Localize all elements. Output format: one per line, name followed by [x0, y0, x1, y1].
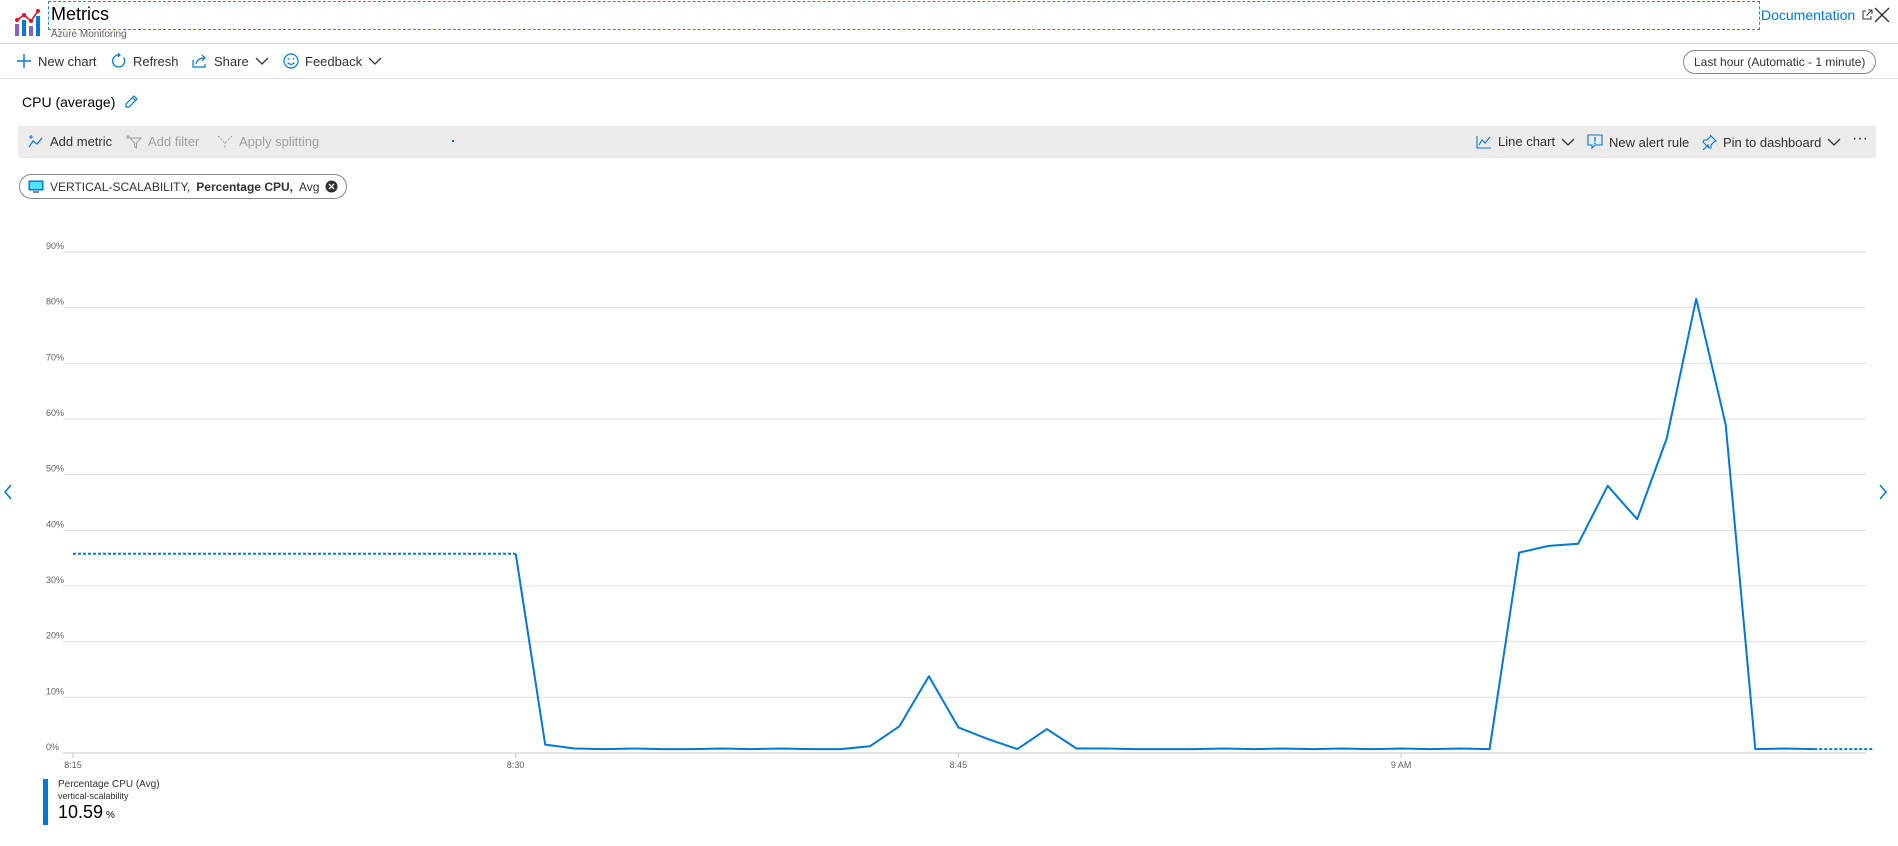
pin-to-dashboard-button[interactable]: Pin to dashboard [1701, 134, 1841, 150]
chevron-down-icon [255, 57, 269, 65]
page-title: Metrics [51, 4, 109, 24]
y-tick-label: 90% [46, 241, 64, 251]
share-icon [192, 54, 206, 68]
alert-rule-icon [1587, 134, 1603, 150]
chart-type-label: Line chart [1498, 134, 1556, 149]
pill-resource: VERTICAL-SCALABILITY, [50, 179, 191, 194]
chevron-down-icon [1827, 138, 1841, 146]
add-filter-button[interactable]: Add filter [126, 134, 199, 149]
pin-icon [1702, 134, 1717, 150]
new-alert-rule-label: New alert rule [1609, 134, 1690, 150]
chevron-down-icon [1561, 138, 1575, 146]
feedback-label: Feedback [305, 53, 363, 69]
y-tick-label: 0% [46, 742, 59, 752]
chevron-down-icon [368, 57, 382, 65]
y-tick-label: 10% [46, 686, 64, 696]
new-chart-label: New chart [38, 53, 97, 69]
documentation-link[interactable]: Documentation [1761, 7, 1873, 23]
refresh-icon [111, 53, 126, 68]
y-tick-label: 30% [46, 575, 64, 585]
y-tick-label: 20% [46, 631, 64, 641]
blade-header: Metrics Azure Monitoring Documentation [0, 0, 1898, 44]
add-metric-label: Add metric [50, 134, 113, 149]
line-chart-icon [1476, 135, 1491, 149]
chevron-right-icon[interactable] [1876, 480, 1890, 504]
feedback-button[interactable]: Feedback [283, 53, 382, 69]
y-tick-label: 40% [46, 519, 64, 529]
more-options-button[interactable]: ··· [1852, 130, 1868, 147]
documentation-label: Documentation [1761, 7, 1856, 23]
new-chart-button[interactable]: New chart [16, 53, 97, 69]
legend-value-unit: % [106, 810, 115, 821]
apply-splitting-button[interactable]: Apply splitting [217, 134, 319, 149]
chevron-left-icon[interactable] [1, 480, 15, 504]
y-tick-label: 70% [46, 352, 64, 362]
splitting-icon [217, 135, 233, 148]
legend-series-label: Percentage CPU (Avg) [58, 779, 160, 790]
smiley-icon [283, 53, 299, 69]
cpu-line-chart: 0% 10% 20% 30% 40% 50% 60% 70% 80% 90% 8:15 8:30 8:4… [46, 241, 1874, 770]
x-tick-label: 8:45 [950, 760, 968, 770]
share-button[interactable]: Share [192, 53, 269, 69]
external-link-icon [1862, 9, 1873, 20]
virtual-machine-icon [28, 180, 44, 193]
y-tick-label: 80% [46, 297, 64, 307]
legend-resource-label: vertical-scalability [58, 791, 129, 801]
metric-toolbar: Add metric Add filter Apply splitting Li… [18, 126, 1876, 158]
remove-icon[interactable] [325, 180, 338, 193]
legend-value: 10.59% [58, 802, 160, 823]
title-box: Metrics Azure Monitoring [48, 1, 1760, 40]
y-tick-label: 60% [46, 408, 64, 418]
x-tick-label: 8:30 [507, 760, 525, 770]
pin-to-dashboard-label: Pin to dashboard [1723, 134, 1822, 150]
apply-splitting-label: Apply splitting [239, 134, 320, 149]
y-tick-label: 50% [46, 464, 64, 474]
focus-dot [452, 140, 454, 142]
metric-pill[interactable]: VERTICAL-SCALABILITY, Percentage CPU, Av… [19, 174, 348, 199]
command-bar: New chart Refresh Share Feedback [0, 45, 1898, 79]
legend-value-number: 10.59 [58, 802, 104, 822]
add-metric-button[interactable]: Add metric [28, 134, 112, 149]
share-label: Share [214, 53, 249, 69]
new-alert-rule-button[interactable]: New alert rule [1587, 134, 1689, 150]
chart-title: CPU (average) [22, 94, 139, 110]
add-filter-label: Add filter [148, 134, 200, 149]
refresh-button[interactable]: Refresh [111, 53, 179, 69]
add-metric-icon [28, 134, 43, 147]
filter-icon [126, 134, 142, 149]
metrics-bars-icon [15, 9, 40, 36]
series-line-cpu [514, 297, 1815, 751]
pencil-icon[interactable] [123, 94, 139, 110]
x-tick-label: 8:15 [64, 760, 82, 770]
plus-icon [17, 54, 31, 68]
page-subtitle: Azure Monitoring [51, 29, 127, 40]
time-range-picker[interactable]: Last hour (Automatic - 1 minute) [1683, 50, 1877, 74]
chart-legend[interactable]: Percentage CPU (Avg) vertical-scalabilit… [43, 779, 160, 825]
chart-type-dropdown[interactable]: Line chart [1476, 134, 1575, 149]
pill-metric: Percentage CPU, [196, 179, 293, 194]
x-tick-label: 9 AM [1391, 760, 1412, 770]
chart-title-text: CPU (average) [22, 94, 116, 110]
refresh-label: Refresh [133, 53, 179, 69]
close-icon[interactable] [1872, 4, 1892, 26]
pill-aggregation: Avg [298, 179, 320, 194]
